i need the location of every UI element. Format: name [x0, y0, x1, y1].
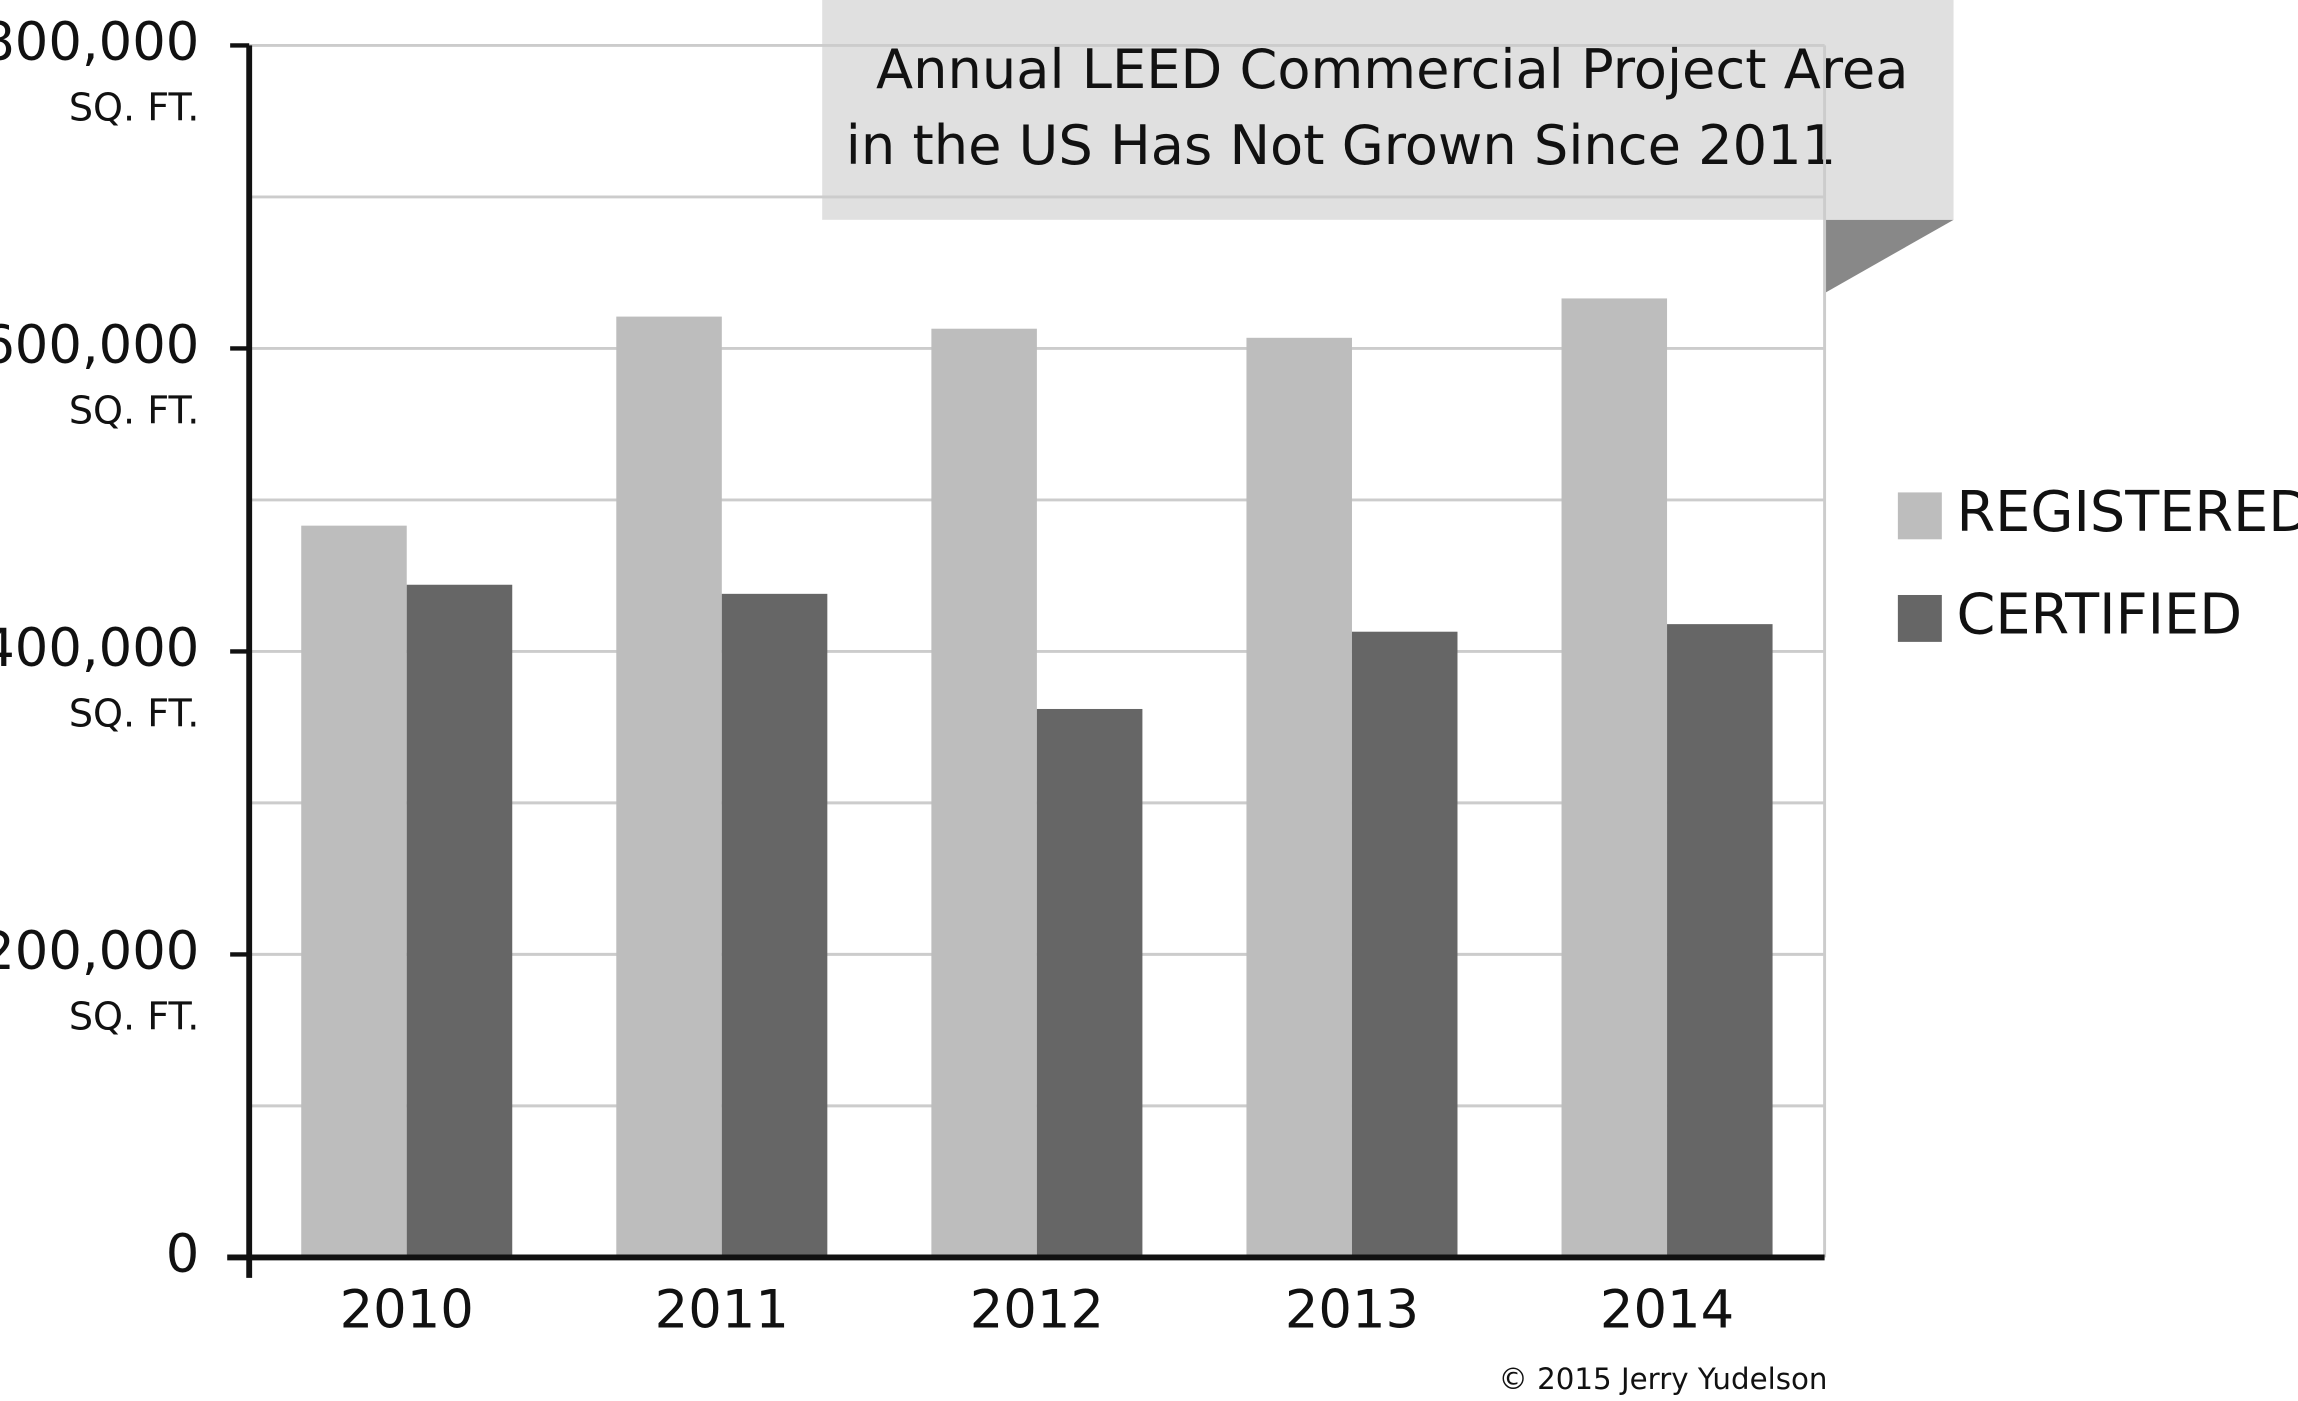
chart-subtitle: in the US Has Not Grown Since 2011 [846, 114, 1836, 177]
bar [1667, 624, 1773, 1258]
y-unit-label: SQ. FT. [69, 691, 199, 735]
bar [721, 593, 828, 1258]
bar [1351, 631, 1458, 1258]
bar [1036, 708, 1143, 1258]
title-box [822, 0, 1954, 220]
title-fold [1824, 219, 1954, 294]
x-tick-label: 2014 [1600, 1280, 1734, 1341]
x-tick-label: 2012 [970, 1280, 1104, 1341]
y-tick-label: 600,000 [0, 315, 199, 376]
legend-swatch [1897, 594, 1942, 642]
bar [1246, 337, 1352, 1258]
legend-swatch [1897, 492, 1942, 540]
legend-label: REGISTERED [1956, 480, 2298, 545]
x-tick-label: 2013 [1285, 1280, 1419, 1341]
chart-title: Annual LEED Commercial Project Area [876, 38, 1908, 101]
y-tick-label: 200,000 [0, 921, 199, 982]
credit: © 2015 Jerry Yudelson [1499, 1362, 1828, 1396]
x-tick-label: 2011 [655, 1280, 789, 1341]
bar [301, 525, 407, 1258]
bar [931, 328, 1037, 1258]
bar [406, 584, 513, 1258]
y-unit-label: SQ. FT. [69, 994, 199, 1038]
y-unit-label: SQ. FT. [69, 388, 199, 432]
y-tick-label: 0 [166, 1224, 200, 1285]
legend-label: CERTIFIED [1956, 583, 2242, 648]
y-unit-label: SQ. FT. [69, 85, 199, 129]
y-tick-label: 800,000 [0, 12, 199, 73]
bar [1561, 298, 1668, 1258]
x-tick-label: 2010 [340, 1280, 474, 1341]
bar [616, 316, 722, 1258]
y-tick-label: 400,000 [0, 618, 199, 679]
